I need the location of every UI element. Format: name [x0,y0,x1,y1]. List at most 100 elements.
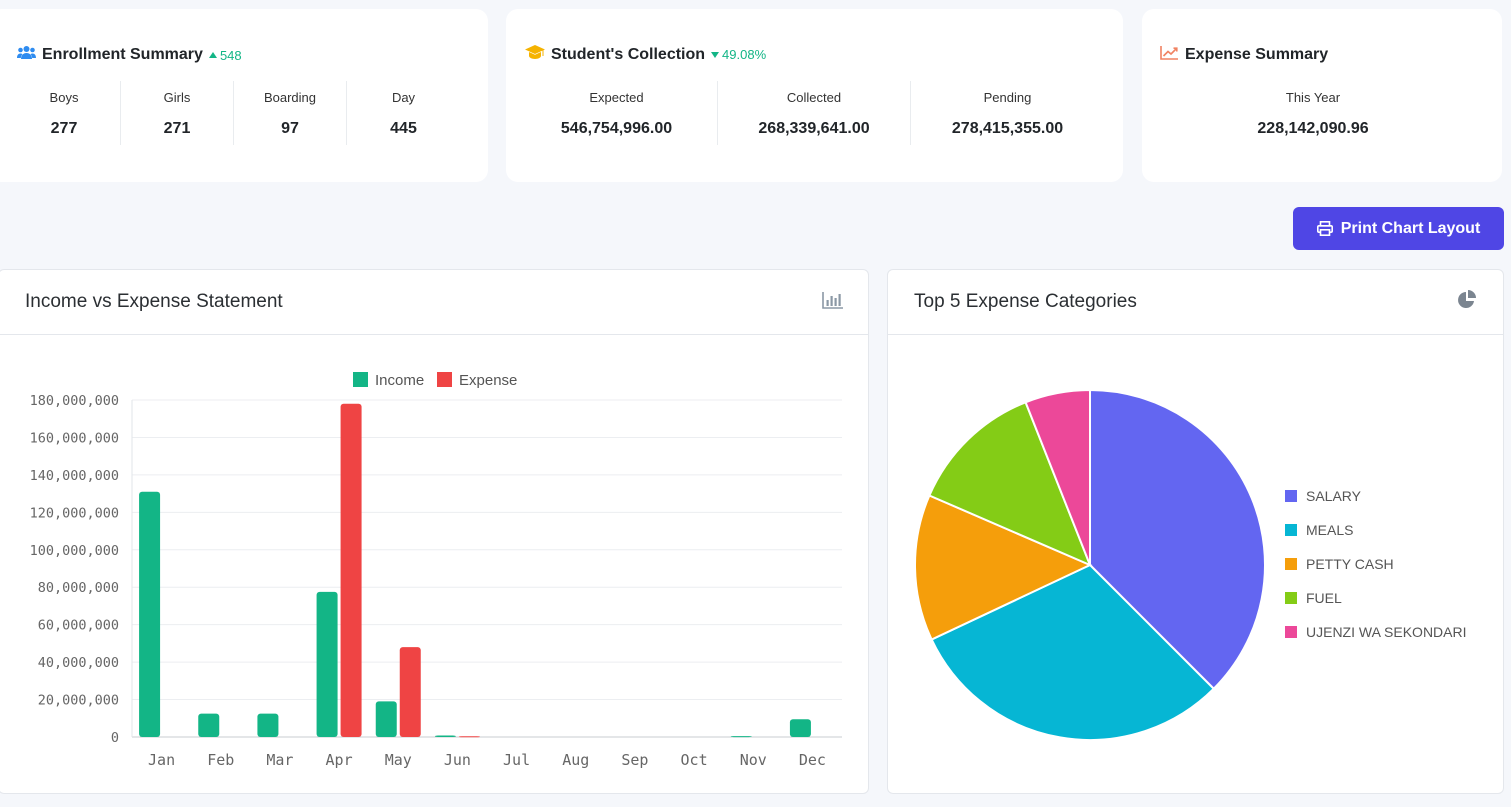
enrollment-trend: 548 [208,47,242,63]
stat-boys: Boys 277 [8,81,121,145]
income-expense-header: Income vs Expense Statement [0,270,868,335]
y-tick-label: 80,000,000 [38,580,119,596]
pie-slice-meals[interactable] [930,563,1216,741]
bar-income-dec[interactable] [789,719,811,737]
stat-boarding: Boarding 97 [234,81,347,145]
x-tick-label: Dec [799,751,826,769]
student-collection-label: Student's Collection [551,45,706,63]
stat-label: Boys [49,90,79,105]
x-tick-label: Jul [503,751,530,769]
bar-expense-jun[interactable] [458,736,480,738]
expense-categories-header: Top 5 Expense Categories [888,270,1503,335]
stat-value: 268,339,641.00 [758,120,870,137]
bar-income-apr[interactable] [316,591,338,737]
stat-girls: Girls 271 [121,81,234,145]
legend-swatch [437,372,452,387]
legend-label: FUEL [1306,590,1342,606]
collection-trend-value: 49.08% [722,47,767,62]
stat-label: Pending [983,90,1032,105]
legend-swatch [1285,626,1297,638]
stat-label: Collected [786,90,842,105]
x-tick-label: Jan [148,751,175,769]
y-tick-label: 60,000,000 [38,618,119,634]
legend-item-income[interactable]: Income [353,372,424,389]
enrollment-stats: Boys 277 Girls 271 Boarding 97 Day 445 [8,81,460,145]
y-tick-label: 40,000,000 [38,655,119,671]
stat-value: 278,415,355.00 [951,120,1064,137]
pie-legend-item[interactable]: PETTY CASH [1285,547,1467,581]
enrollment-summary-title: Enrollment Summary 548 [17,45,242,65]
x-tick-label: Sep [621,751,648,769]
print-chart-layout-button[interactable]: Print Chart Layout [1293,207,1504,250]
legend-item-expense[interactable]: Expense [437,372,517,389]
legend-label: UJENZI WA SEKONDARI [1306,624,1467,640]
bar-income-feb[interactable] [198,713,220,737]
bar-income-nov[interactable] [730,736,752,738]
stat-label: This Year [1285,90,1341,105]
bar-income-mar[interactable] [257,713,279,737]
stat-expected: Expected 546,754,996.00 [516,81,718,145]
caret-down-icon [711,51,720,58]
expense-categories-panel: Top 5 Expense Categories SALARY MEALS PETT… [887,269,1504,794]
stat-value: 271 [163,120,191,137]
expense-stats: This Year 228,142,090.96 [1202,81,1424,145]
stat-value: 445 [390,120,417,137]
x-tick-label: Mar [266,751,293,769]
bar-expense-may[interactable] [399,647,421,737]
legend-swatch [353,372,368,387]
legend-label: SALARY [1306,488,1361,504]
legend-swatch [1285,558,1297,570]
collection-stats: Expected 546,754,996.00 Collected 268,33… [516,81,1104,145]
graduation-cap-icon [525,45,545,64]
bar-income-jan[interactable] [139,491,161,737]
pie-legend-item[interactable]: MEALS [1285,513,1467,547]
pie-slice-salary[interactable] [1089,388,1266,691]
stat-value: 546,754,996.00 [560,120,673,137]
y-tick-label: 180,000,000 [30,393,119,409]
bar-chart-icon[interactable] [822,291,844,314]
line-chart-icon [1160,45,1179,65]
stat-label: Expected [589,90,644,105]
legend-swatch [1285,524,1297,536]
enrollment-summary-label: Enrollment Summary [42,46,203,63]
pie-legend-item[interactable]: FUEL [1285,581,1467,615]
legend-label: Expense [459,372,517,389]
stat-this-year: This Year 228,142,090.96 [1202,81,1424,145]
stat-value: 228,142,090.96 [1257,120,1369,137]
caret-up-icon [208,52,217,58]
print-chart-layout-label: Print Chart Layout [1340,219,1481,237]
expense-pie-chart [914,388,1266,741]
x-tick-label: Feb [207,751,234,769]
pie-chart-icon[interactable] [1457,289,1477,315]
income-expense-panel: Income vs Expense Statement 0 20,000,000 4… [0,269,869,794]
legend-swatch [1285,490,1297,502]
expense-categories-title: Top 5 Expense Categories [914,291,1137,312]
pie-slice-ujenzi-wa-sekondari[interactable] [1024,388,1091,566]
y-tick-label: 120,000,000 [30,505,119,521]
expense-summary-card: Expense Summary This Year 228,142,090.96 [1142,9,1502,182]
x-tick-label: Aug [562,751,589,769]
pie-slice-fuel[interactable] [928,400,1092,567]
bar-income-may[interactable] [375,701,397,737]
income-expense-chart: 0 20,000,000 40,000,000 60,000,000 80,000,00… [30,372,842,769]
pie-legend-item[interactable]: SALARY [1285,479,1467,513]
x-tick-label: Apr [326,751,353,769]
stat-label: Boarding [263,90,317,105]
stat-day: Day 445 [347,81,460,145]
pie-legend-item[interactable]: UJENZI WA SEKONDARI [1285,615,1467,649]
y-tick-label: 0 [111,730,119,746]
y-tick-label: 160,000,000 [30,430,119,446]
legend-swatch [1285,592,1297,604]
enrollment-summary-card: Enrollment Summary 548 Boys 277 Girls 27… [0,9,488,182]
legend-label: MEALS [1306,522,1354,538]
enrollment-trend-value: 548 [219,47,242,63]
expense-summary-title: Expense Summary [1160,45,1328,65]
pie-slice-petty-cash[interactable] [914,494,1093,641]
x-tick-label: May [385,751,412,769]
legend-label: PETTY CASH [1306,556,1394,572]
x-tick-label: Nov [740,751,767,769]
bar-income-jun[interactable] [434,735,456,737]
y-tick-label: 140,000,000 [30,468,119,484]
bar-expense-apr[interactable] [340,403,362,737]
income-expense-title: Income vs Expense Statement [25,291,283,312]
